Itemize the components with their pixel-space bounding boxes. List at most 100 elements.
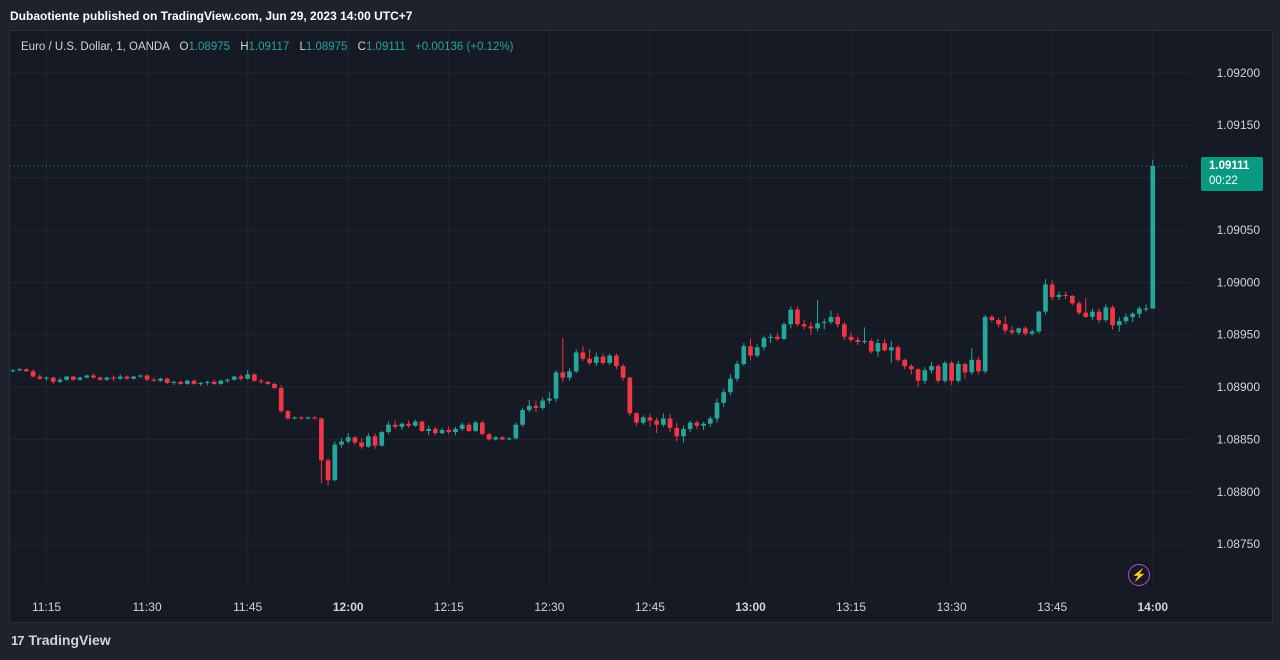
candle-body	[842, 324, 847, 337]
chart-panel[interactable]: 1.092001.091501.091001.090501.090001.089…	[9, 30, 1273, 623]
candle-body	[1069, 295, 1075, 304]
candle-body	[332, 444, 338, 481]
candle-body	[647, 417, 653, 421]
brand-name: TradingView	[28, 632, 111, 648]
candle-body	[533, 405, 539, 408]
candle-body	[774, 336, 780, 339]
symbol-label[interactable]: Euro / U.S. Dollar, 1, OANDA	[21, 41, 170, 53]
candle-body	[392, 424, 398, 427]
y-tick-label: 1.08750	[1217, 537, 1261, 551]
candle-body	[298, 417, 304, 419]
candle-body	[587, 358, 592, 363]
ohlc-legend: Euro / U.S. Dollar, 1, OANDA O1.08975 H1…	[21, 41, 514, 53]
candle-body	[258, 380, 264, 382]
candle-body	[969, 359, 975, 373]
candle-body	[1009, 330, 1015, 333]
candle-body	[567, 371, 572, 378]
candle-body	[795, 309, 800, 325]
candle-body	[694, 422, 700, 426]
candle-body	[1103, 307, 1109, 321]
candle-body	[44, 377, 49, 379]
candle-body	[117, 376, 123, 379]
candle-body	[506, 438, 512, 440]
candle-body	[862, 340, 867, 343]
candle-body	[600, 356, 606, 363]
x-tick-label: 11:15	[32, 600, 61, 614]
candle-body	[339, 441, 344, 445]
candle-body	[231, 376, 237, 380]
candle-body	[111, 377, 116, 379]
candle-body	[124, 376, 130, 379]
candle-body	[721, 392, 727, 403]
candle-body	[634, 413, 639, 423]
candle-body	[821, 322, 827, 324]
x-tick-label: 11:30	[133, 600, 162, 614]
candle-body	[540, 400, 546, 408]
candle-body	[399, 423, 405, 427]
candle-body	[278, 388, 284, 412]
candle-body	[828, 316, 834, 323]
candle-body	[714, 402, 720, 419]
candle-body	[687, 422, 693, 429]
candle-body	[526, 405, 532, 411]
candle-body	[815, 323, 820, 329]
candlestick-chart[interactable]: 1.092001.091501.091001.090501.090001.089…	[10, 31, 1272, 622]
candle-body	[205, 381, 210, 383]
candle-body	[453, 428, 458, 433]
candle-body	[164, 378, 170, 383]
candle-body	[319, 418, 324, 461]
candle-body	[868, 340, 874, 352]
last-price-value: 1.09111	[1209, 160, 1250, 172]
lightning-bolt-icon[interactable]: ⚡	[1128, 564, 1150, 586]
bar-countdown: 00:22	[1209, 175, 1238, 187]
candle-body	[386, 424, 391, 433]
candle-body	[104, 377, 110, 380]
candle-body	[171, 381, 177, 383]
low-label: L	[299, 41, 306, 53]
candle-body	[1116, 321, 1122, 326]
open-label: O	[179, 41, 189, 53]
candle-body	[888, 347, 894, 351]
candle-body	[761, 337, 767, 348]
close-label: C	[357, 41, 366, 53]
candle-body	[520, 410, 525, 425]
candle-body	[178, 381, 183, 384]
candle-body	[560, 372, 566, 378]
candle-body	[1016, 328, 1022, 333]
candle-body	[949, 362, 954, 381]
candle-body	[238, 376, 244, 379]
candle-body	[734, 364, 740, 379]
candle-body	[325, 460, 331, 481]
y-tick-label: 1.09000	[1217, 275, 1261, 289]
high-value: 1.09117	[248, 41, 290, 53]
candle-body	[292, 417, 297, 419]
candle-body	[1029, 331, 1035, 334]
footer-brand[interactable]: 17 TradingView	[11, 632, 111, 648]
candle-body	[728, 378, 733, 393]
candle-body	[446, 429, 452, 433]
x-tick-label: 13:30	[937, 600, 967, 614]
candle-body	[922, 370, 928, 381]
candle-body	[365, 436, 371, 447]
open-value: 1.08975	[188, 41, 231, 53]
candle-body	[473, 422, 478, 432]
candle-body	[902, 359, 908, 367]
candle-body	[895, 347, 901, 360]
candle-body	[882, 343, 887, 351]
candle-body	[352, 437, 358, 443]
candle-body	[359, 442, 364, 447]
candle-body	[627, 377, 633, 414]
candle-body	[1137, 308, 1142, 314]
x-tick-label: 12:30	[534, 600, 564, 614]
y-tick-label: 1.09050	[1217, 223, 1261, 237]
candle-body	[1056, 294, 1062, 297]
candle-body	[493, 437, 499, 440]
candle-body	[1110, 307, 1115, 326]
candle-body	[667, 418, 673, 428]
candle-body	[285, 411, 291, 419]
candle-body	[768, 336, 773, 338]
candle-body	[191, 380, 197, 384]
candle-body	[1130, 313, 1136, 317]
candle-body	[312, 417, 318, 419]
candle-body	[265, 381, 271, 384]
